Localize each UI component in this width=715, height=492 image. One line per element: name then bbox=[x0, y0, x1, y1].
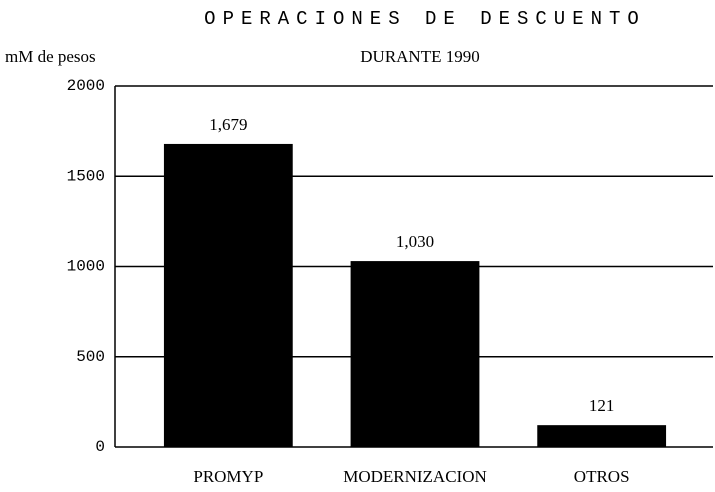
bar bbox=[537, 425, 667, 447]
y-tick-label: 1000 bbox=[67, 258, 105, 276]
data-label: 121 bbox=[589, 396, 615, 415]
x-tick-label: OTROS bbox=[574, 467, 630, 486]
data-label: 1,030 bbox=[396, 232, 434, 251]
y-tick-label: 500 bbox=[76, 348, 105, 366]
y-tick-label: 0 bbox=[95, 438, 105, 456]
y-tick-label: 1500 bbox=[67, 167, 105, 185]
bar bbox=[350, 261, 480, 447]
data-label: 1,679 bbox=[209, 115, 247, 134]
y-axis-label: mM de pesos bbox=[5, 47, 96, 66]
chart-title: OPERACIONES DE DESCUENTO bbox=[204, 8, 646, 30]
y-tick-label: 2000 bbox=[67, 77, 105, 95]
x-tick-label: MODERNIZACION bbox=[343, 467, 487, 486]
chart-subtitle: DURANTE 1990 bbox=[360, 47, 479, 66]
x-tick-label: PROMYP bbox=[193, 467, 263, 486]
bar bbox=[163, 143, 293, 448]
